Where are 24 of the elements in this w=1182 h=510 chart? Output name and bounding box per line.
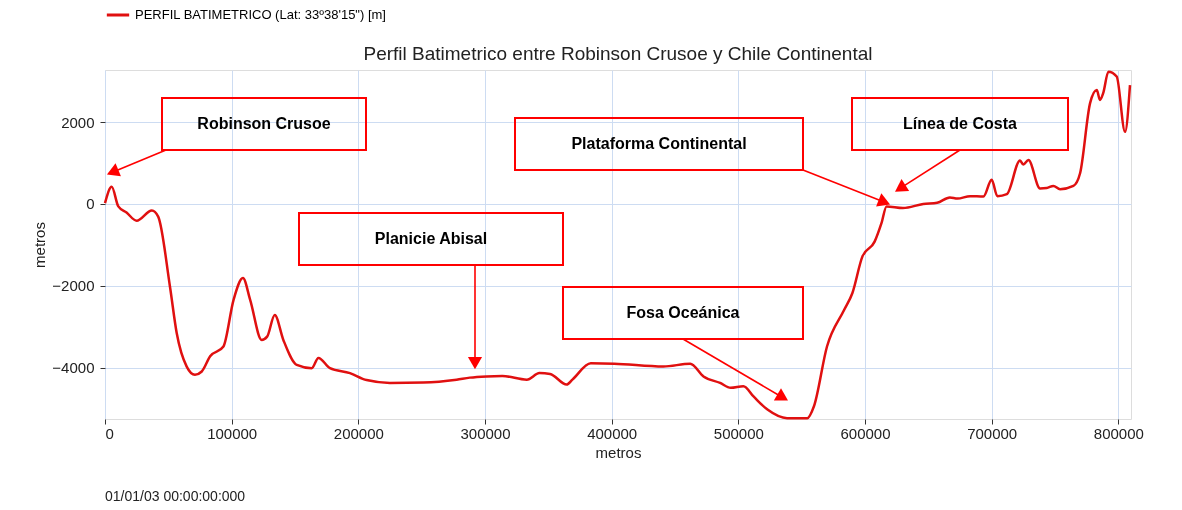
x-tick-label: 300000: [460, 424, 511, 442]
text: 01/01/03 00:00:00:000: [105, 488, 246, 504]
x-tick-label: 800000: [1093, 424, 1144, 442]
x-tick-label: 700000: [967, 424, 1018, 442]
annotation: Línea de Costa: [903, 115, 1017, 132]
y-tick-label: −4000: [52, 359, 95, 377]
annotation: Plataforma Continental: [571, 135, 747, 152]
legend-label: PERFIL BATIMETRICO (Lat: 33º38'15") [m]: [135, 7, 386, 22]
y-tick-label: −2000: [52, 277, 95, 295]
x-tick-label: 400000: [587, 424, 638, 442]
x-tick-label: 100000: [207, 424, 258, 442]
x-tick-label: 200000: [333, 424, 384, 442]
line-series: [103, 70, 1132, 420]
chart-title: Perfil Batimetrico entre Robinson Crusoe y Chile Continental: [363, 43, 873, 64]
x-tick-label: 500000: [713, 424, 764, 442]
y-tick-label: 0: [86, 195, 95, 213]
annotation: Fosa Oceánica: [626, 304, 740, 321]
y-tick-label: 2000: [61, 113, 95, 131]
x-axis-title: metros: [595, 443, 642, 461]
x-tick-label: 600000: [840, 424, 891, 442]
annotation: Robinson Crusoe: [197, 115, 331, 132]
y-axis-title: metros: [31, 222, 49, 268]
annotation: Planicie Abisal: [374, 230, 488, 247]
x-tick-label: 0: [105, 424, 114, 442]
